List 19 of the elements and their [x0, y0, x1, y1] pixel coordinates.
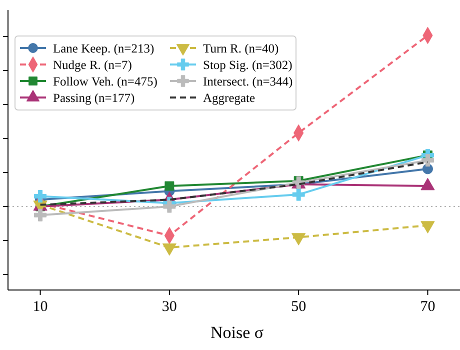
legend-label: Stop Sig. (n=302) [203, 58, 292, 72]
x-tick-label: 70 [420, 299, 436, 315]
point [34, 190, 47, 203]
legend-label: Intersect. (n=344) [203, 74, 293, 88]
legend-label: Follow Veh. (n=475) [53, 74, 158, 88]
legend-label: Lane Keep. (n=213) [53, 42, 154, 56]
x-axis-title: Noise σ [210, 323, 264, 342]
x-tick-label: 30 [162, 299, 177, 315]
x-tick-label: 50 [291, 299, 306, 315]
point [164, 181, 174, 191]
legend-label: Passing (n=177) [53, 91, 135, 105]
legend-label: Nudge R. (n=7) [53, 58, 132, 72]
legend-label: Turn R. (n=40) [203, 42, 279, 56]
point [34, 208, 47, 222]
x-tick-label: 10 [32, 299, 48, 315]
point [292, 188, 305, 201]
legend-label: Aggregate [203, 91, 256, 105]
point [421, 154, 434, 167]
point [163, 200, 176, 213]
